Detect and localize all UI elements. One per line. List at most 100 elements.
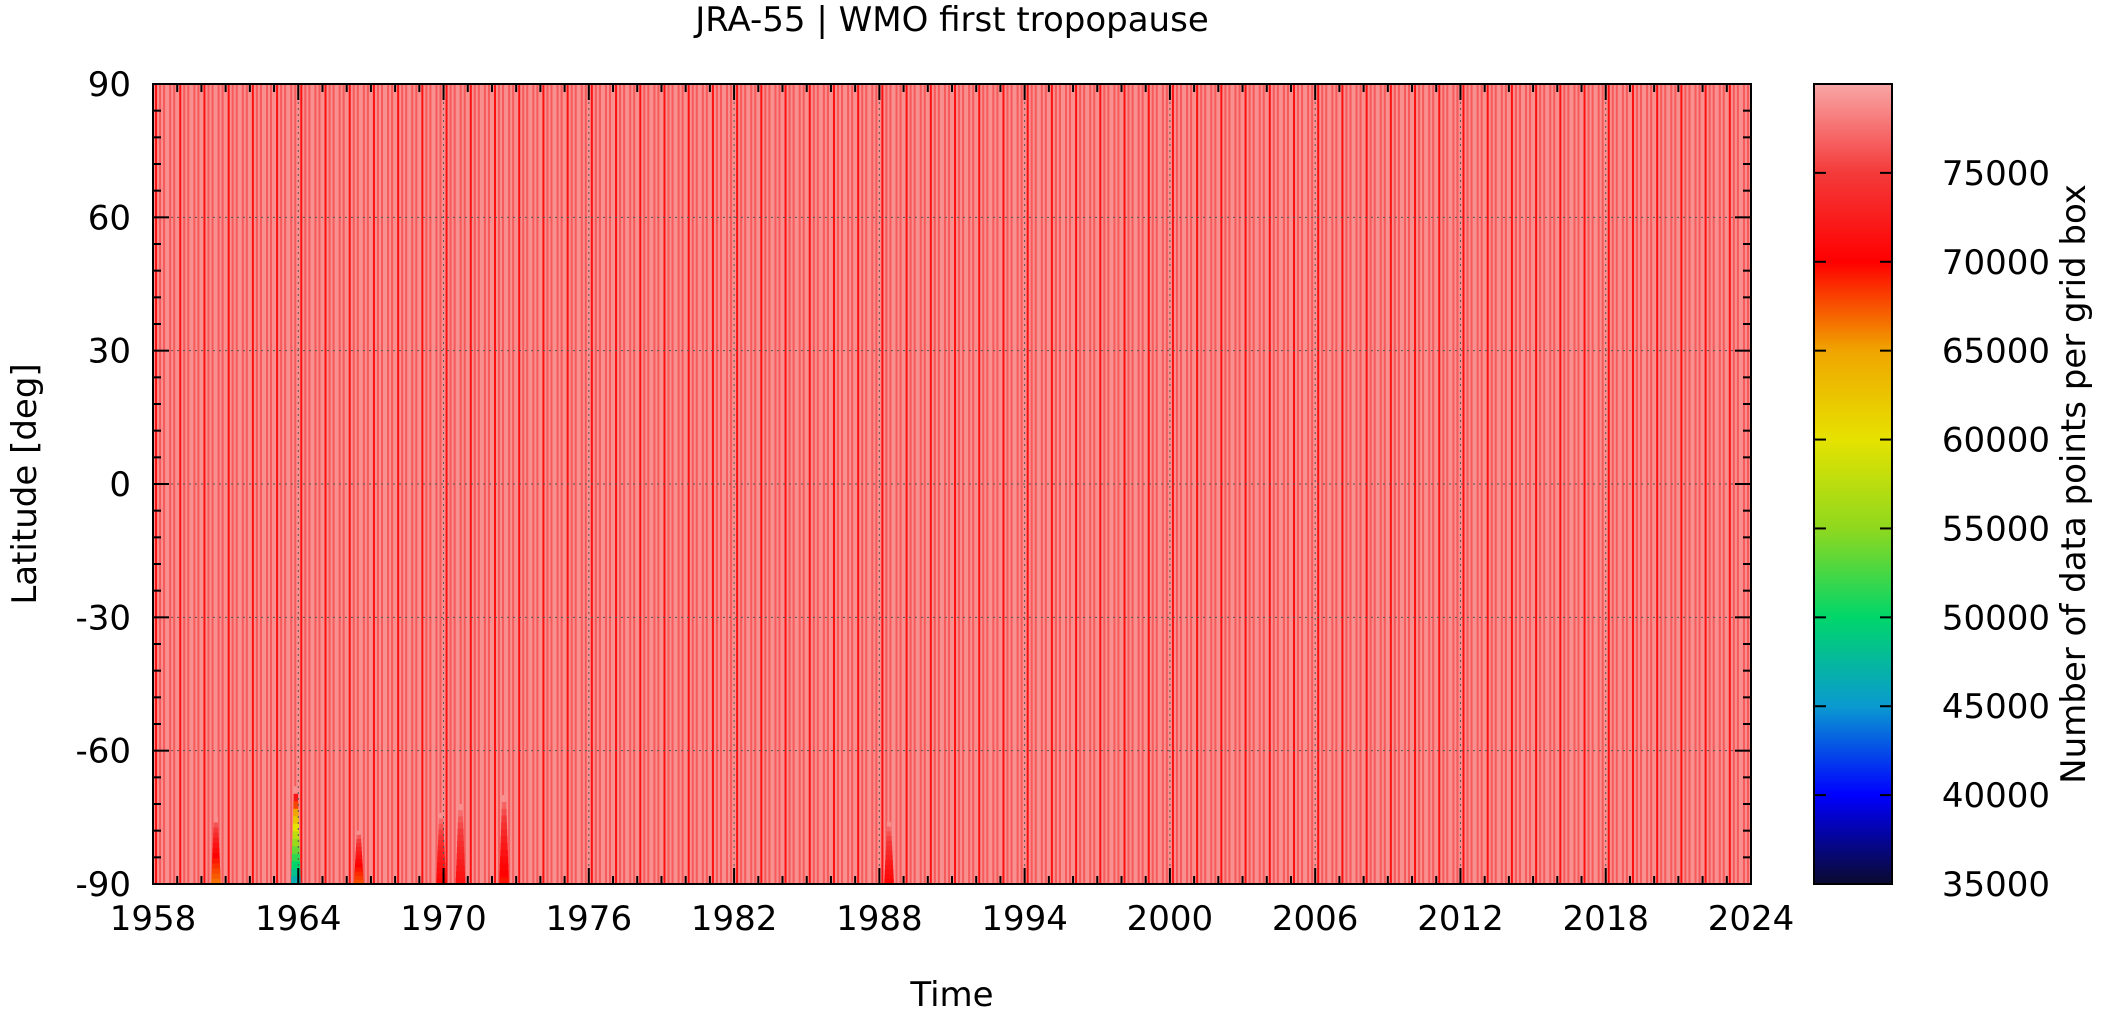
heatmap-cell — [695, 84, 699, 884]
heatmap-cell — [839, 84, 842, 884]
heatmap-cell — [935, 84, 939, 884]
heatmap-cell — [958, 84, 961, 884]
heatmap-cell — [407, 84, 410, 884]
heatmap-cell — [643, 84, 646, 884]
heatmap-cell — [617, 84, 620, 884]
heatmap-cell — [570, 84, 574, 884]
y-tick-label: -90 — [75, 865, 131, 905]
heatmap-cell — [409, 84, 412, 884]
heatmap-cell — [1456, 84, 1460, 884]
heatmap-cell — [370, 84, 374, 884]
heatmap-cell — [851, 84, 854, 884]
heatmap-cell — [1357, 84, 1361, 884]
heatmap-cell — [1395, 84, 1399, 884]
heatmap-cell — [1246, 84, 1250, 884]
heatmap-cell — [1284, 84, 1288, 884]
heatmap-cell — [1000, 84, 1004, 884]
colorbar-tick-label: 45000 — [1942, 687, 2050, 727]
heatmap-cell — [730, 84, 733, 884]
heatmap-cell — [1377, 84, 1381, 884]
heatmap-cell — [562, 84, 566, 884]
heatmap-anomaly — [436, 878, 446, 884]
heatmap-cell — [233, 84, 237, 884]
heatmap-cell — [699, 84, 703, 884]
heatmap-cell — [1206, 84, 1209, 884]
heatmap-cell — [804, 84, 808, 884]
colorbar-tick-label: 75000 — [1942, 154, 2050, 194]
heatmap-cell — [1617, 84, 1621, 884]
heatmap-cell — [310, 84, 313, 884]
heatmap-cell — [397, 84, 400, 884]
heatmap-cell — [828, 84, 832, 884]
heatmap-cell — [790, 84, 794, 884]
heatmap-cell — [629, 84, 632, 884]
heatmap-cell — [671, 84, 675, 884]
heatmap-cell — [901, 84, 905, 884]
heatmap-cell — [762, 84, 765, 884]
heatmap-cell — [1535, 84, 1538, 884]
heatmap-cell — [724, 84, 727, 884]
heatmap-cell — [760, 84, 763, 884]
heatmap-cell — [1623, 84, 1627, 884]
heatmap-cell — [502, 84, 505, 884]
heatmap-cell — [1079, 84, 1082, 884]
heatmap-cell — [1379, 84, 1383, 884]
heatmap-cell — [203, 84, 207, 884]
heatmap-cell — [1638, 84, 1641, 884]
heatmap-cell — [467, 84, 471, 884]
heatmap-cell — [756, 84, 759, 884]
heatmap-cell — [1728, 84, 1732, 884]
heatmap-cell — [736, 84, 739, 884]
heatmap-cell — [889, 84, 893, 884]
heatmap-cell — [193, 84, 196, 884]
heatmap-cell — [221, 84, 225, 884]
heatmap-cell — [881, 84, 884, 884]
heatmap-cell — [1301, 84, 1304, 884]
heatmap-cell — [491, 84, 495, 884]
heatmap-cell — [322, 84, 326, 884]
heatmap-cell — [1407, 84, 1411, 884]
heatmap-cell — [732, 84, 735, 884]
heatmap-cell — [1698, 84, 1702, 884]
heatmap-cell — [1397, 84, 1401, 884]
heatmap-cell — [433, 84, 437, 884]
heatmap-cell — [564, 84, 568, 884]
heatmap-cell — [766, 84, 769, 884]
heatmap-cell — [1642, 84, 1645, 884]
heatmap-cell — [748, 84, 751, 884]
heatmap-cell — [1264, 84, 1268, 884]
heatmap-cell — [443, 84, 447, 884]
heatmap-cell — [1444, 84, 1447, 884]
heatmap-cell — [1192, 84, 1195, 884]
heatmap-cell — [693, 84, 697, 884]
heatmap-cell — [887, 84, 891, 884]
heatmap-cell — [768, 84, 772, 884]
heatmap-cell — [1644, 84, 1647, 884]
heatmap-cell — [1391, 84, 1395, 884]
heatmap-cell — [1434, 84, 1437, 884]
heatmap-cell — [1573, 84, 1577, 884]
heatmap-cell — [239, 84, 243, 884]
heatmap-cell — [286, 84, 289, 884]
heatmap-cell — [754, 84, 757, 884]
heatmap-cell — [952, 84, 955, 884]
heatmap-cell — [907, 84, 911, 884]
heatmap-cell — [893, 84, 897, 884]
x-tick-label: 1964 — [255, 899, 342, 939]
heatmap-cell — [1175, 84, 1179, 884]
heatmap-cell — [1704, 84, 1708, 884]
heatmap-cell — [600, 84, 604, 884]
heatmap-cell — [1075, 84, 1078, 884]
heatmap-cell — [364, 84, 368, 884]
heatmap-cell — [1179, 84, 1183, 884]
heatmap-cell — [1510, 84, 1514, 884]
heatmap-cell — [1571, 84, 1575, 884]
heatmap-cell — [820, 84, 824, 884]
heatmap-cell — [679, 84, 683, 884]
heatmap-cell — [1597, 84, 1601, 884]
heatmap-cell — [1050, 84, 1054, 884]
heatmap-cell — [665, 84, 669, 884]
heatmap-cell — [1339, 84, 1343, 884]
heatmap-cell — [604, 84, 608, 884]
heatmap-cell — [1325, 84, 1328, 884]
